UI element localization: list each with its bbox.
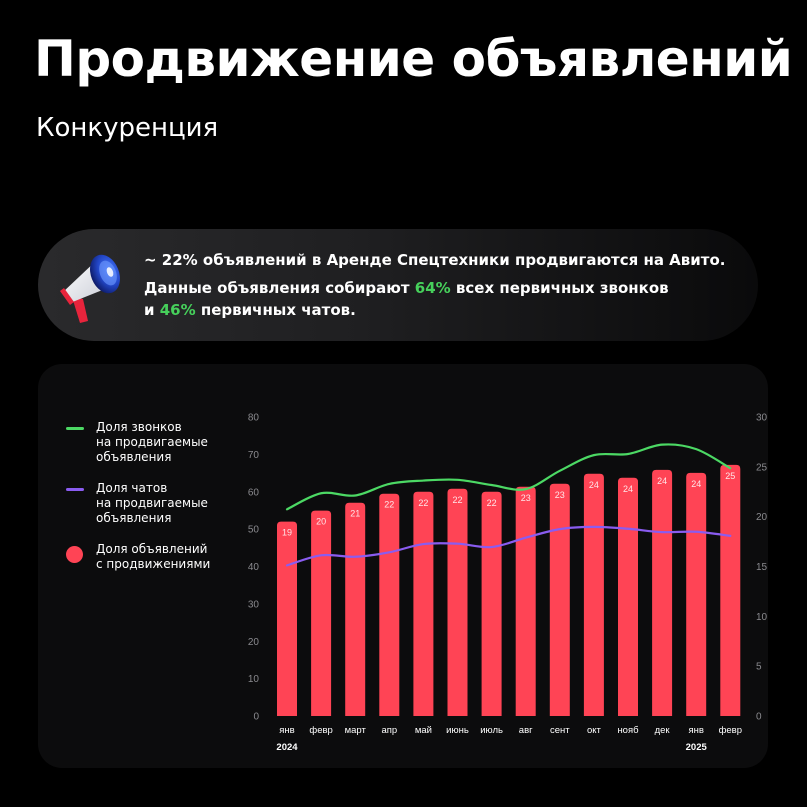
- year-label: 2024: [276, 742, 298, 753]
- right-axis-tick: 0: [756, 712, 762, 723]
- bar: [413, 491, 434, 716]
- left-axis-tick: 60: [248, 487, 260, 498]
- legend-item-promoted: Доля объявлений с продвижениями: [66, 542, 246, 572]
- left-axis-tick: 20: [248, 637, 260, 648]
- x-axis-tick: окт: [587, 725, 602, 736]
- left-axis-tick: 0: [253, 712, 259, 723]
- info-line-2: Данные объявления собирают 64% всех перв…: [144, 279, 669, 297]
- x-axis-tick: янв: [279, 725, 294, 736]
- chart-legend: Доля звонков на продвигаемые объявления …: [66, 420, 246, 588]
- bar: [379, 493, 400, 716]
- x-axis-tick: сент: [550, 725, 570, 736]
- bar-value-label: 23: [555, 490, 565, 500]
- bar-value-label: 24: [623, 484, 633, 494]
- bar: [549, 483, 570, 716]
- bar: [481, 491, 502, 716]
- bar: [515, 486, 536, 716]
- bar-value-label: 22: [384, 500, 394, 510]
- x-axis-tick: янв: [688, 725, 703, 736]
- left-axis-tick: 70: [248, 450, 260, 461]
- bar: [311, 510, 332, 716]
- bar-value-label: 22: [418, 498, 428, 508]
- x-axis-tick: июнь: [446, 725, 469, 736]
- bar: [686, 472, 707, 716]
- bar-value-label: 24: [657, 476, 667, 486]
- bar: [277, 521, 297, 716]
- bar: [618, 477, 638, 716]
- page-title: Продвижение объявлений: [34, 30, 793, 88]
- right-axis-tick: 30: [756, 413, 768, 424]
- info-text: ~ 22% объявлений в Аренде Спецтехники пр…: [144, 249, 725, 321]
- info-banner: ~ 22% объявлений в Аренде Спецтехники пр…: [38, 229, 758, 341]
- chats-share-line: [285, 525, 732, 567]
- bar: [447, 488, 468, 716]
- info-line-3: и 46% первичных чатов.: [144, 301, 356, 319]
- bar: [652, 469, 673, 716]
- bar-value-label: 22: [487, 498, 497, 508]
- left-axis-tick: 10: [248, 674, 260, 685]
- x-axis-tick: нояб: [617, 725, 639, 736]
- legend-swatch-calls: [66, 427, 84, 430]
- x-axis-tick: дек: [655, 725, 671, 736]
- bar-value-label: 21: [350, 509, 360, 519]
- bar: [720, 464, 741, 716]
- bar-value-label: 24: [691, 479, 701, 489]
- megaphone-icon: [52, 247, 132, 327]
- bar: [345, 502, 366, 716]
- right-axis-tick: 10: [756, 612, 768, 623]
- left-axis-tick: 30: [248, 599, 260, 610]
- legend-item-calls: Доля звонков на продвигаемые объявления: [66, 420, 246, 465]
- legend-swatch-chats: [66, 488, 84, 491]
- bar-value-label: 19: [282, 528, 292, 538]
- bar-value-label: 24: [589, 480, 599, 490]
- bar: [583, 473, 604, 716]
- calls-share-value: 64%: [414, 279, 451, 297]
- left-axis-tick: 80: [248, 413, 260, 424]
- legend-label-promoted: Доля объявлений с продвижениями: [96, 542, 211, 571]
- legend-item-chats: Доля чатов на продвигаемые объявления: [66, 481, 246, 526]
- right-axis-tick: 20: [756, 512, 768, 523]
- x-axis-tick: февр: [309, 725, 332, 736]
- x-axis-tick: июль: [480, 725, 503, 736]
- bar-value-label: 23: [521, 493, 531, 503]
- chats-share-value: 46%: [159, 301, 196, 319]
- year-label: 2025: [686, 742, 708, 753]
- x-axis-tick: апр: [381, 725, 397, 736]
- legend-label-calls: Доля звонков на продвигаемые объявления: [96, 420, 208, 464]
- legend-label-chats: Доля чатов на продвигаемые объявления: [96, 481, 208, 525]
- right-axis-tick: 25: [756, 462, 768, 473]
- left-axis-tick: 50: [248, 525, 260, 536]
- left-axis-tick: 40: [248, 562, 260, 573]
- x-axis-tick: авг: [519, 725, 533, 736]
- right-axis-tick: 15: [756, 562, 768, 573]
- legend-swatch-promoted: [66, 546, 83, 563]
- bar-value-label: 25: [725, 471, 735, 481]
- calls-share-line: [285, 443, 732, 511]
- bar-value-label: 22: [452, 495, 462, 505]
- x-axis-tick: март: [345, 725, 367, 736]
- chart-panel: Доля звонков на продвигаемые объявления …: [38, 364, 768, 768]
- bar-value-label: 20: [316, 517, 326, 527]
- info-line-1: ~ 22% объявлений в Аренде Спецтехники пр…: [144, 251, 726, 269]
- page-subtitle: Конкуренция: [36, 113, 219, 143]
- x-axis-tick: май: [415, 725, 432, 736]
- x-axis-tick: февр: [719, 725, 742, 736]
- right-axis-tick: 5: [756, 662, 762, 673]
